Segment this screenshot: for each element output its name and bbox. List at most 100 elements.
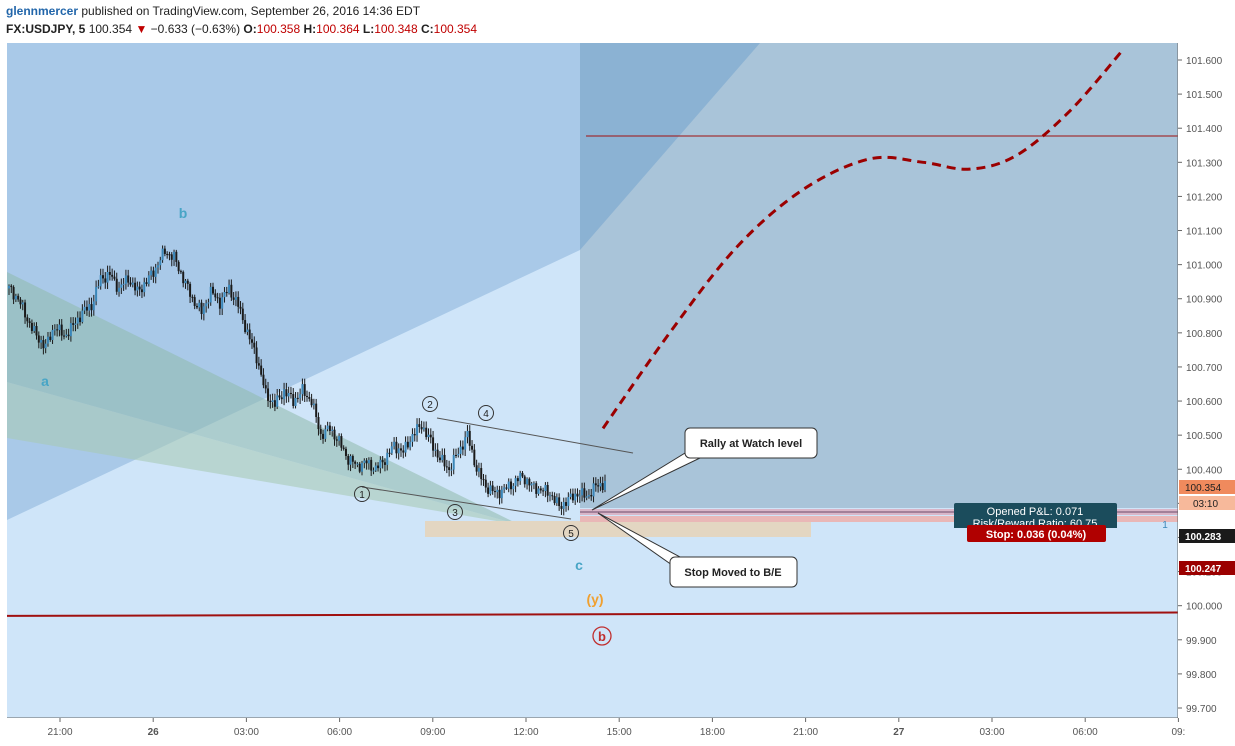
candle-body — [388, 452, 391, 454]
candle-body — [406, 441, 409, 448]
candle-body — [365, 460, 368, 464]
y-tick-label: 101.400 — [1186, 124, 1223, 135]
candle-body — [209, 286, 212, 303]
time-tag-text: 03:10 — [1193, 499, 1218, 510]
candle-body — [498, 489, 501, 499]
candle-body — [19, 299, 22, 305]
candle-body — [56, 329, 59, 331]
candle-body — [583, 488, 586, 498]
candle-body — [358, 463, 361, 472]
candle-body — [53, 329, 56, 331]
stop-badge[interactable]: Stop: 0.036 (0.04%) — [967, 525, 1106, 542]
candle-body — [35, 325, 38, 336]
high-value: 100.364 — [316, 22, 360, 36]
x-tick-label: 09:00 — [420, 727, 445, 738]
candlesticks — [8, 245, 606, 516]
candle-body — [361, 462, 364, 472]
candle-body — [551, 495, 554, 497]
candle-body — [507, 481, 510, 489]
x-tick-label: 12:00 — [513, 727, 538, 738]
y-axis-panel[interactable] — [1178, 43, 1235, 718]
candle-body — [241, 308, 244, 321]
opened-pl-text: Opened P&L: 0.071 — [987, 506, 1084, 518]
candle-body — [63, 335, 66, 337]
candle-body — [21, 302, 24, 305]
candle-body — [363, 460, 366, 463]
candle-body — [505, 487, 508, 489]
candle-body — [212, 286, 215, 294]
time-tag: 03:10 — [1179, 496, 1235, 510]
wave-5: 5 — [563, 525, 579, 541]
candle-body — [118, 287, 121, 292]
candle-body — [161, 248, 164, 261]
candle-body — [184, 280, 187, 284]
drawing-layer — [7, 43, 1178, 617]
candle-body — [386, 452, 389, 465]
candle-body — [315, 403, 318, 418]
x-axis-panel[interactable] — [7, 718, 1178, 746]
rally-callout[interactable]: Rally at Watch level — [684, 427, 818, 459]
candle-body — [420, 426, 423, 430]
candle-body — [416, 424, 419, 436]
candle-body — [88, 304, 91, 311]
candle-body — [292, 394, 295, 406]
candle-body — [143, 282, 146, 293]
candle-body — [585, 496, 588, 498]
candle-body — [397, 448, 400, 454]
candle-body — [113, 276, 116, 279]
opened-pl-badge[interactable]: Opened P&L: 0.071 — [954, 503, 1117, 519]
candle-body — [399, 448, 402, 451]
candle-body — [347, 455, 350, 465]
candle-body — [491, 485, 494, 492]
candle-body — [287, 392, 290, 397]
candle-body — [237, 296, 240, 307]
candle-body — [205, 303, 208, 307]
entry-price-tag-text: 100.283 — [1185, 532, 1222, 543]
candle-body — [427, 434, 430, 438]
candle-body — [493, 491, 496, 493]
position-stop-band — [580, 516, 1178, 522]
candle-body — [106, 271, 109, 283]
stop-price-tag: 100.247 — [1179, 561, 1235, 575]
candle-body — [328, 425, 331, 431]
candle-body — [370, 459, 373, 471]
candle-body — [604, 480, 606, 490]
candle-body — [72, 323, 75, 325]
candle-body — [12, 287, 15, 300]
candle-body — [152, 270, 155, 277]
publish-line: glennmercer published on TradingView.com… — [6, 4, 420, 18]
candle-body — [567, 497, 570, 506]
candle-body — [432, 437, 435, 451]
x-tick-label: 03:00 — [234, 727, 259, 738]
candle-body — [338, 436, 341, 441]
entry-price-tag: 100.283 — [1179, 529, 1235, 543]
candle-body — [335, 439, 338, 441]
candle-body — [429, 434, 432, 438]
candle-body — [255, 347, 258, 364]
candle-body — [418, 424, 421, 427]
wave-2-text: 2 — [427, 400, 433, 411]
y-tick-label: 100.500 — [1186, 431, 1223, 442]
wave-1-text: 1 — [359, 490, 365, 501]
candle-body — [179, 271, 182, 273]
stop-moved-callout[interactable]: Stop Moved to B/E — [669, 556, 798, 588]
candle-body — [510, 481, 513, 490]
candle-body — [170, 254, 173, 260]
author-name[interactable]: glennmercer — [6, 4, 79, 18]
candle-body — [306, 395, 308, 398]
candle-body — [138, 286, 141, 290]
y-tick-label: 100.400 — [1186, 465, 1223, 476]
candle-body — [214, 293, 217, 298]
fan-dark-section — [580, 43, 760, 250]
candle-body — [65, 334, 68, 337]
candle-body — [558, 497, 561, 507]
candle-body — [42, 340, 45, 349]
candle-body — [473, 449, 476, 466]
candle-body — [310, 398, 313, 406]
candle-body — [67, 334, 70, 337]
candle-body — [425, 427, 428, 438]
candle-body — [553, 496, 556, 504]
candle-body — [539, 488, 542, 491]
wave-5-text: 5 — [568, 529, 574, 540]
